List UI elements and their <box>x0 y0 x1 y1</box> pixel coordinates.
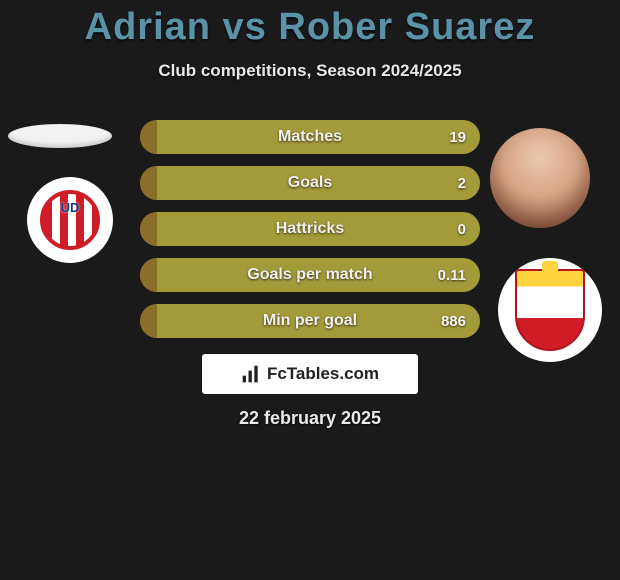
stats-area: Matches19 Goals2 Hattricks0 Goals per match… <box>0 120 620 350</box>
stat-pill: Goals per match0.11 <box>140 258 480 292</box>
stat-left-fill <box>140 166 157 200</box>
bar-chart-icon <box>241 364 261 384</box>
stat-pill: Min per goal886 <box>140 304 480 338</box>
stat-row: Goals per match0.11 <box>0 258 620 304</box>
stat-left-fill <box>140 258 157 292</box>
stat-value-right: 19 <box>449 129 466 146</box>
stat-label: Hattricks <box>140 220 480 238</box>
stat-label: Goals per match <box>140 266 480 284</box>
stat-pill: Goals2 <box>140 166 480 200</box>
snapshot-date: 22 february 2025 <box>0 408 620 429</box>
stat-value-right: 2 <box>458 175 466 192</box>
stat-value-right: 0.11 <box>438 267 466 284</box>
stat-row: Goals2 <box>0 166 620 212</box>
stat-label: Min per goal <box>140 312 480 330</box>
stat-pill: Hattricks0 <box>140 212 480 246</box>
stat-left-fill <box>140 120 157 154</box>
stat-value-right: 0 <box>458 221 466 238</box>
stat-label: Matches <box>140 128 480 146</box>
stat-pill: Matches19 <box>140 120 480 154</box>
comparison-subtitle: Club competitions, Season 2024/2025 <box>0 61 620 81</box>
stat-label: Goals <box>140 174 480 192</box>
comparison-title: Adrian vs Rober Suarez <box>0 0 620 49</box>
stat-value-right: 886 <box>441 313 466 330</box>
stat-left-fill <box>140 212 157 246</box>
site-label: FcTables.com <box>267 364 379 384</box>
stat-row: Min per goal886 <box>0 304 620 350</box>
site-attribution[interactable]: FcTables.com <box>202 354 418 394</box>
stat-left-fill <box>140 304 157 338</box>
stat-row: Matches19 <box>0 120 620 166</box>
stat-row: Hattricks0 <box>0 212 620 258</box>
